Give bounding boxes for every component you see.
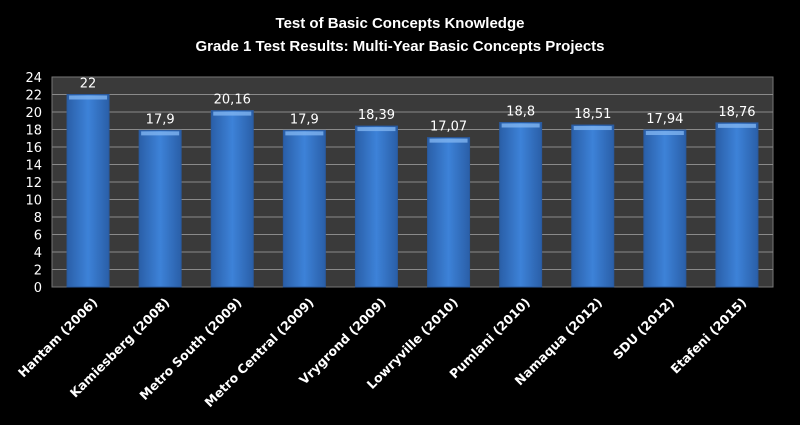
data-label: 18,8: [506, 105, 535, 120]
x-tick-label: SDU (2012): [610, 295, 677, 362]
bar: [715, 122, 759, 288]
data-label: 18,51: [574, 107, 611, 122]
x-tick-label: Hantam (2006): [15, 295, 100, 380]
y-tick-label: 12: [25, 176, 42, 191]
y-tick-label: 18: [25, 124, 42, 139]
x-tick-label: Etafeni (2015): [667, 295, 749, 377]
y-tick-label: 8: [34, 211, 42, 226]
y-tick-label: 22: [25, 89, 42, 104]
data-label: 17,94: [646, 112, 683, 127]
y-tick-label: 0: [34, 281, 42, 296]
bar: [210, 110, 254, 288]
y-tick-label: 4: [34, 246, 42, 261]
bar-highlight: [213, 111, 252, 116]
y-tick-label: 6: [34, 229, 42, 244]
bar-highlight: [285, 131, 324, 136]
y-tick-label: 24: [25, 71, 42, 86]
bar: [354, 125, 398, 288]
chart-subtitle: Grade 1 Test Results: Multi-Year Basic C…: [195, 38, 604, 55]
chart-title: Test of Basic Concepts Knowledge: [276, 15, 525, 32]
bar-highlight: [357, 127, 396, 132]
y-tick-label: 2: [34, 264, 42, 279]
bar-highlight: [429, 138, 468, 143]
bar: [571, 124, 615, 288]
bar: [427, 137, 471, 288]
y-tick-label: 16: [25, 141, 42, 156]
bar: [138, 129, 182, 288]
data-label: 17,9: [146, 112, 175, 127]
bar: [66, 94, 110, 288]
bar-highlight: [501, 123, 540, 128]
bar: [643, 129, 687, 288]
data-label: 17,07: [430, 120, 467, 135]
data-label: 20,16: [214, 93, 251, 108]
bar-highlight: [717, 123, 756, 128]
data-label: 17,9: [290, 112, 319, 127]
data-label: 18,76: [718, 105, 755, 120]
data-label: 22: [80, 77, 97, 92]
bar-highlight: [69, 95, 108, 100]
bar: [499, 122, 543, 288]
y-tick-label: 14: [25, 159, 42, 174]
data-label: 18,39: [358, 108, 395, 123]
bar-highlight: [645, 131, 684, 136]
bar-highlight: [141, 131, 180, 136]
y-tick-label: 10: [25, 194, 42, 209]
bar: [282, 129, 326, 288]
y-tick-label: 20: [25, 106, 42, 121]
bar-highlight: [573, 126, 612, 131]
